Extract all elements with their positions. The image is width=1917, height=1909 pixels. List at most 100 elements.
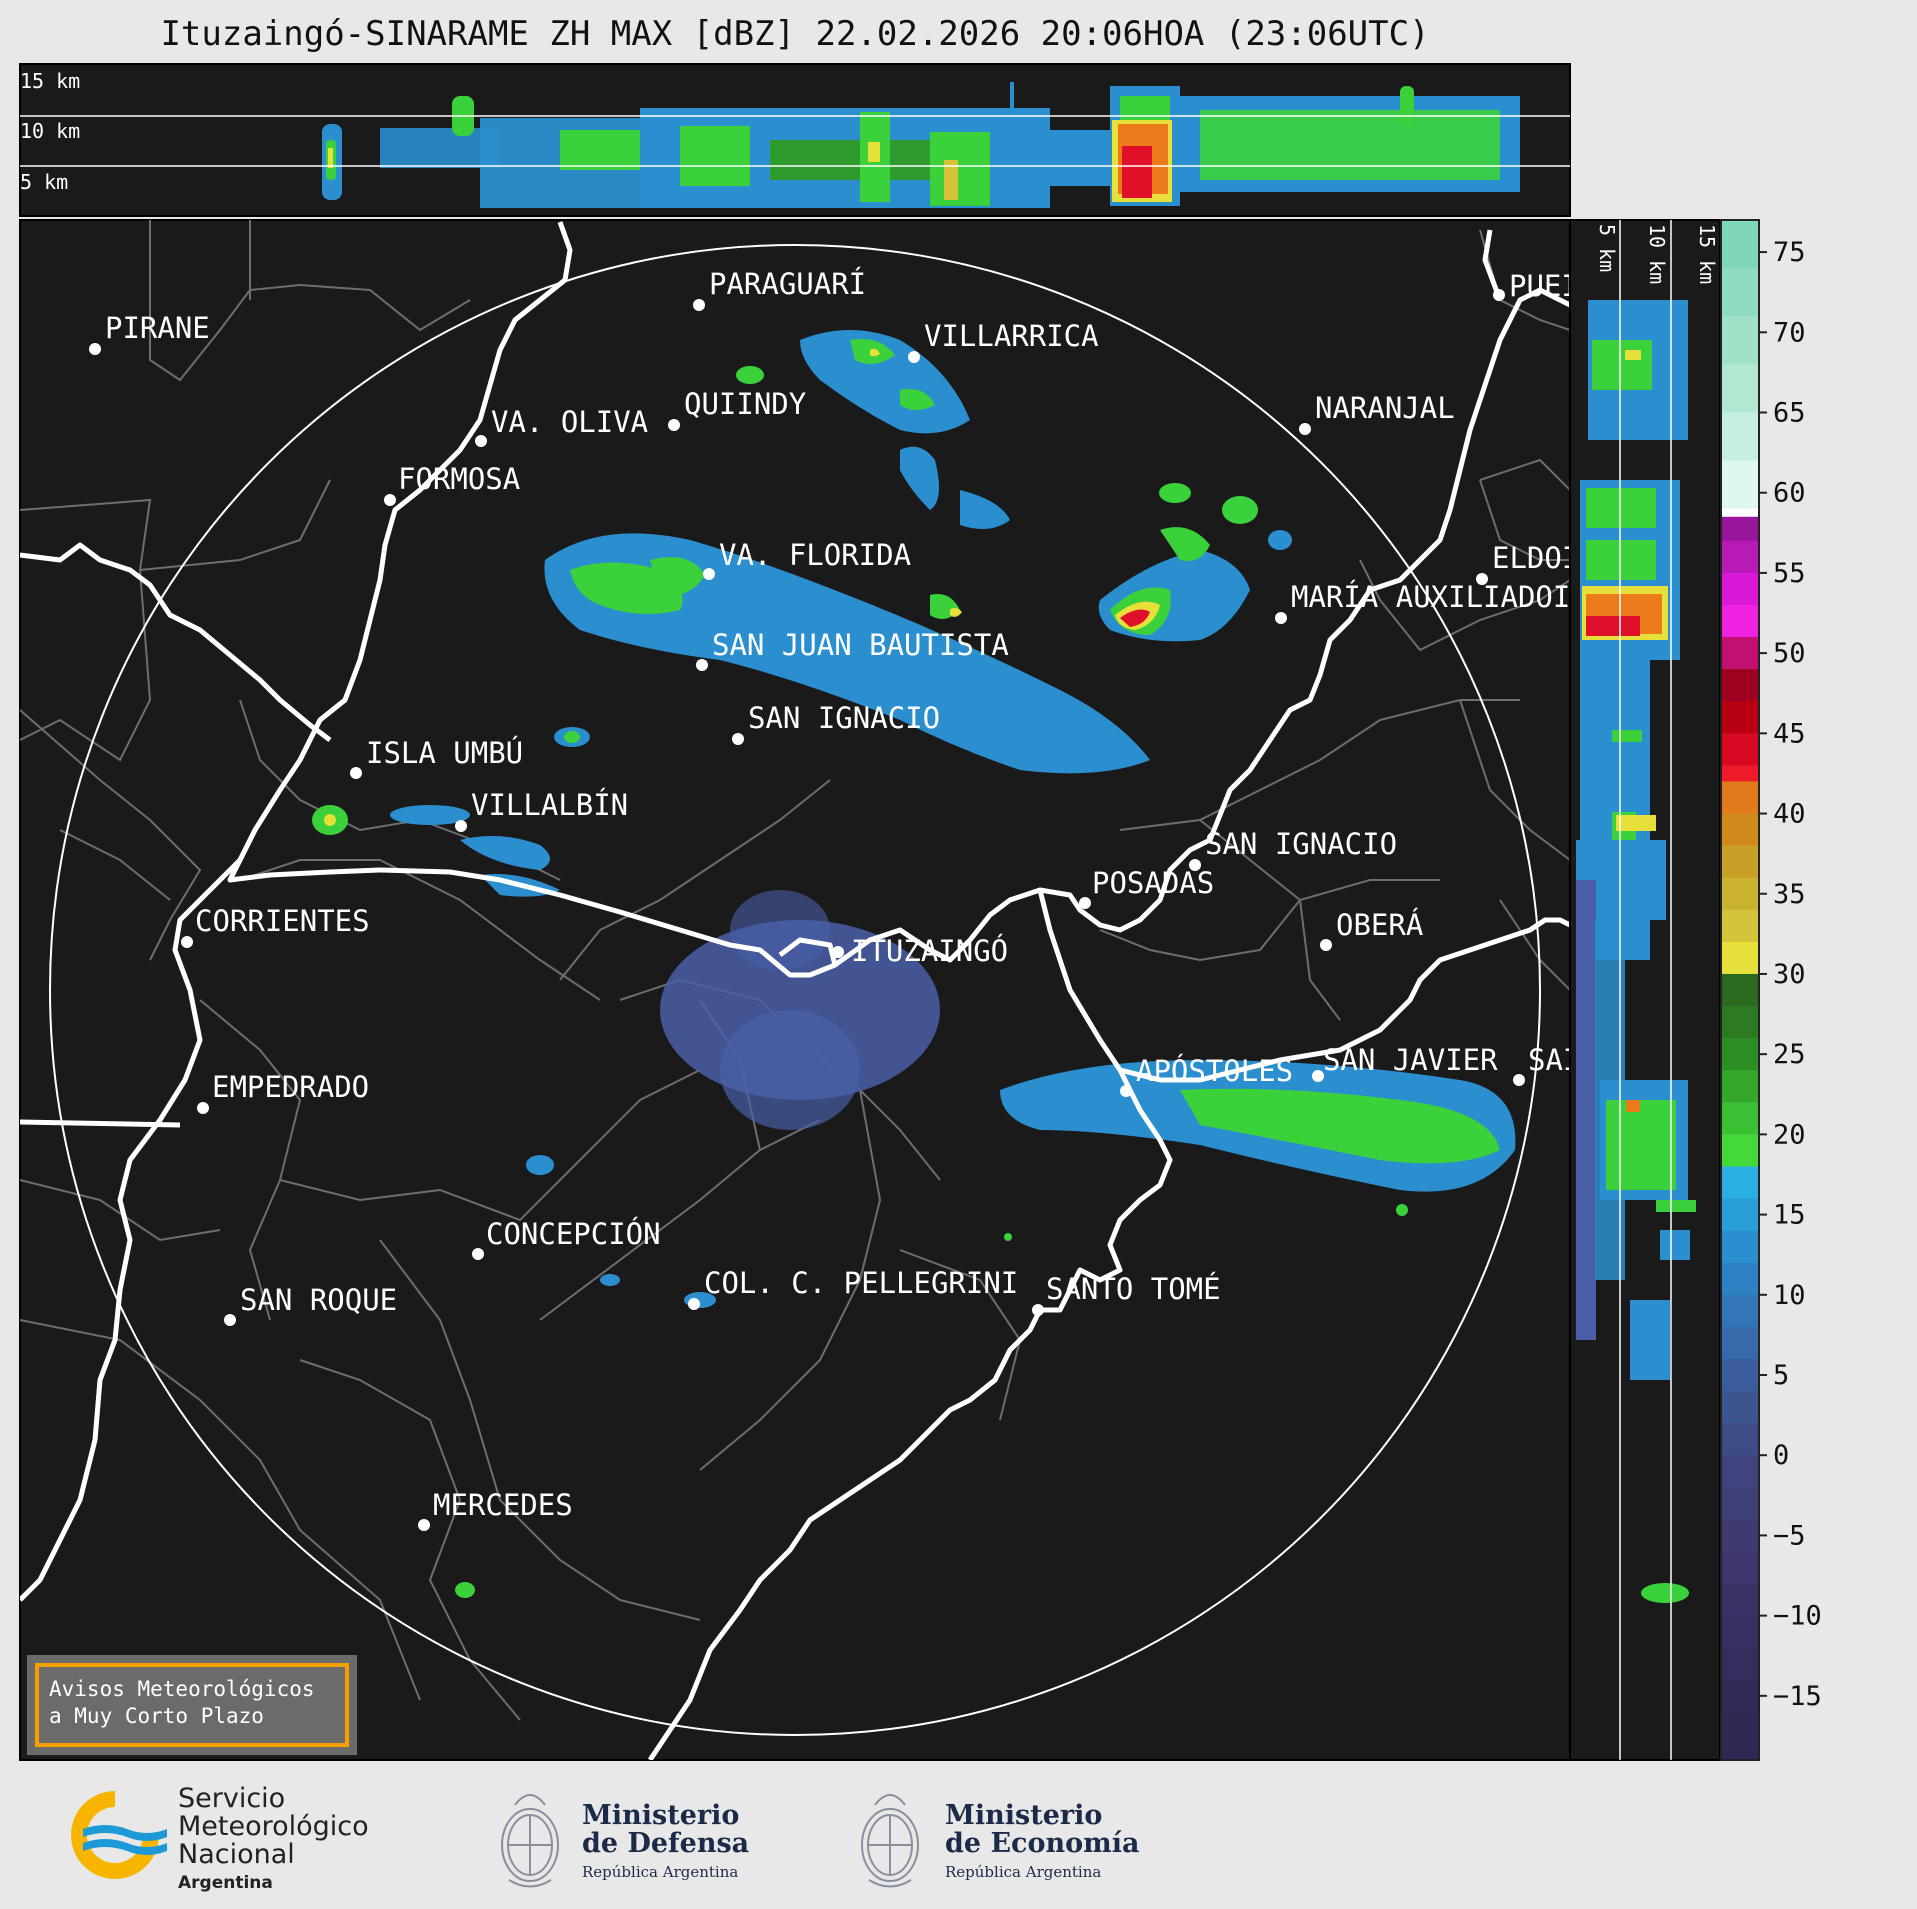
colorbar-band: [1721, 669, 1759, 702]
right-label-15km: 15 km: [1695, 224, 1719, 284]
colorbar-band: [1721, 1487, 1759, 1520]
colorbar-band: [1721, 1583, 1759, 1617]
colorbar-band: [1721, 1230, 1759, 1264]
city-maria-auxiliadora: MARÍA AUXILIADOI: [1291, 580, 1570, 614]
colorbar-tick-label: 50: [1773, 638, 1806, 669]
colorbar-band: [1721, 1647, 1759, 1681]
colorbar-tick-label: 40: [1773, 799, 1806, 830]
defensa-line-1: Ministerio: [582, 1800, 740, 1831]
colorbar-tick-label: 65: [1773, 398, 1806, 429]
colorbar-tick-label: 0: [1773, 1440, 1789, 1471]
colorbar-tick-label: 5: [1773, 1360, 1789, 1391]
city-obera: OBERÁ: [1336, 908, 1423, 942]
top-label-10km: 10 km: [20, 119, 80, 143]
city-concepcion: CONCEPCIÓN: [486, 1217, 661, 1251]
colorbar-band: [1721, 877, 1759, 911]
colorbar-tick-label: 55: [1773, 558, 1806, 589]
city-villarrica: VILLARRICA: [924, 319, 1099, 353]
city-formosa: FORMOSA: [398, 462, 520, 496]
colorbar-band: [1721, 1134, 1759, 1167]
city-paraguari: PARAGUARÍ: [709, 267, 866, 301]
right-label-10km: 10 km: [1645, 224, 1669, 284]
economia-line-3: República Argentina: [945, 1863, 1102, 1881]
city-pue: PUEI: [1509, 269, 1579, 303]
colorbar-band: [1721, 1551, 1759, 1585]
city-san-juan-bautista: SAN JUAN BAUTISTA: [712, 628, 1009, 662]
colorbar-band: [1721, 1166, 1759, 1200]
city-pirane: PIRANE: [105, 311, 210, 345]
defensa-line-2: de Defensa: [582, 1828, 750, 1859]
colorbar-tick-label: 45: [1773, 718, 1806, 749]
top-label-15km: 15 km: [20, 69, 80, 93]
colorbar-band: [1721, 268, 1759, 317]
smn-line-3: Nacional: [178, 1839, 295, 1870]
colorbar-band: [1721, 516, 1759, 542]
city-eldorado: ELDOI: [1492, 541, 1579, 575]
city-naranjal: NARANJAL: [1315, 391, 1455, 425]
smn-logo-text: Servicio Meteorológico Nacional Argentin…: [178, 1785, 369, 1897]
colorbar-band: [1721, 1038, 1759, 1071]
colorbar-band: [1721, 1391, 1759, 1424]
colorbar-tick-label: −15: [1773, 1681, 1822, 1712]
city-san-ignacio-py: SAN IGNACIO: [748, 701, 940, 735]
colorbar-tick-label: 60: [1773, 478, 1806, 509]
colorbar-band: [1721, 1294, 1759, 1328]
top-label-5km: 5 km: [20, 170, 68, 194]
right-height-panel: 5 km 10 km 15 km: [1569, 219, 1721, 1761]
colorbar-band: [1721, 909, 1759, 943]
colorbar-band: [1721, 973, 1759, 1007]
economia-logo-text: Ministerio de Economía República Argenti…: [945, 1802, 1139, 1886]
colorbar-band: [1721, 1711, 1759, 1761]
colorbar-band: [1721, 1455, 1759, 1488]
colorbar-band: [1721, 1519, 1759, 1552]
colorbar-band: [1721, 1326, 1759, 1360]
city-apostoles: APÓSTOLES: [1136, 1054, 1293, 1088]
colorbar-band: [1721, 765, 1759, 782]
colorbar-band: [1721, 813, 1759, 847]
defensa-seal-icon: [501, 1794, 559, 1888]
colorbar-tick-label: 70: [1773, 317, 1806, 348]
colorbar-band: [1721, 1262, 1759, 1296]
colorbar-tick-label: −5: [1773, 1520, 1806, 1551]
colorbar-tick-label: 75: [1773, 237, 1806, 268]
economia-line-2: de Economía: [945, 1828, 1140, 1859]
map-title: Ituzaingó-SINARAME ZH MAX [dBZ] 22.02.20…: [160, 14, 1430, 54]
city-san-ignacio-ar: SAN IGNACIO: [1205, 827, 1397, 861]
city-villalbin: VILLALBÍN: [471, 788, 628, 822]
colorbar-band: [1721, 540, 1759, 574]
colorbar-band: [1721, 1070, 1759, 1103]
warning-box[interactable]: Avisos Meteorológicos a Muy Corto Plazo: [27, 1655, 357, 1755]
city-corrientes: CORRIENTES: [195, 904, 370, 938]
colorbar-band: [1721, 1615, 1759, 1649]
colorbar-tick-label: 20: [1773, 1119, 1806, 1150]
city-isla-umbu: ISLA UMBÚ: [366, 736, 523, 770]
colorbar-band: [1721, 1679, 1759, 1713]
top-height-panel: 15 km 10 km 5 km: [19, 63, 1571, 217]
colorbar-band: [1721, 1102, 1759, 1135]
economia-line-1: Ministerio: [945, 1800, 1103, 1831]
city-va-florida: VA. FLORIDA: [719, 538, 911, 572]
colorbar-band: [1721, 508, 1759, 518]
city-labels: PIRANE PARAGUARÍ VILLARRICA QUIINDY VA. …: [89, 267, 1580, 1531]
colorbar-tick-label: 25: [1773, 1039, 1806, 1070]
colorbar-band: [1721, 845, 1759, 879]
warning-line-2: a Muy Corto Plazo: [49, 1704, 264, 1728]
smn-line-1: Servicio: [178, 1783, 286, 1814]
main-map: PIRANE PARAGUARÍ VILLARRICA QUIINDY VA. …: [19, 219, 1580, 1761]
colorbar-tick-label: 10: [1773, 1280, 1806, 1311]
defensa-line-3: República Argentina: [582, 1863, 739, 1881]
right-label-5km: 5 km: [1595, 224, 1619, 272]
colorbar-band: [1721, 637, 1759, 670]
city-san-javier: SAN JAVIER: [1323, 1043, 1498, 1077]
warning-line-1: Avisos Meteorológicos: [49, 1677, 315, 1701]
city-santo-tome: SANTO TOMÉ: [1046, 1272, 1221, 1306]
colorbar-band: [1721, 364, 1759, 413]
city-col-c-pellegrini: COL. C. PELLEGRINI: [704, 1266, 1018, 1300]
colorbar-band: [1721, 572, 1759, 606]
economia-seal-icon: [861, 1794, 919, 1888]
smn-line-2: Meteorológico: [178, 1811, 369, 1842]
colorbar-tick-label: 35: [1773, 879, 1806, 910]
